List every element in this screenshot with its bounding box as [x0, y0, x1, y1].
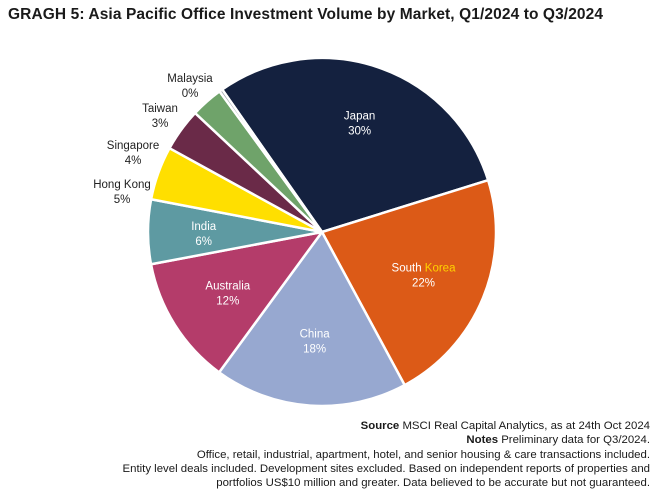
slice-value-china: 18%	[303, 344, 326, 356]
notes-label: Notes	[466, 434, 499, 447]
footer-line-4: Entity level deals included. Development…	[122, 462, 650, 475]
pie-slice-china	[217, 230, 406, 408]
notes-line: Notes Preliminary data for Q3/2024.	[10, 433, 650, 447]
slice-name-south-korea: South Korea	[392, 262, 457, 274]
slice-value-india: 6%	[195, 236, 212, 248]
pie-slice-australia	[149, 230, 324, 374]
pie-chart: Japan 30% South Korea 22% China 18% Australia 1…	[93, 56, 498, 408]
source-line: Source MSCI Real Capital Analytics, as a…	[10, 419, 650, 433]
footer-line-3: Office, retail, industrial, apartment, h…	[196, 448, 650, 461]
pie-slice-south-korea	[320, 178, 498, 387]
source-text: MSCI Real Capital Analytics, as at 24th …	[399, 420, 650, 432]
pie-slice-japan	[220, 56, 490, 234]
slice-name-singapore: Singapore	[107, 140, 159, 152]
notes-text: Preliminary data for Q3/2024.	[498, 434, 650, 447]
pie-slice-malaysia	[218, 88, 324, 234]
chart-title: GRAGH 5: Asia Pacific Office Investment …	[8, 6, 604, 23]
slice-value-singapore: 4%	[125, 155, 142, 167]
slice-value-south-korea: 22%	[412, 277, 435, 289]
slice-name-hong-kong: Hong Kong	[93, 179, 151, 191]
slice-value-malaysia: 0%	[182, 88, 199, 100]
slice-value-australia: 12%	[216, 295, 239, 307]
chart-footer: Source MSCI Real Capital Analytics, as a…	[10, 419, 650, 490]
slice-name-japan: Japan	[344, 111, 375, 123]
slice-name-malaysia: Malaysia	[167, 73, 213, 85]
footer-line-5: portfolios US$10 million and greater. Da…	[216, 477, 650, 490]
slice-name-australia: Australia	[205, 280, 250, 292]
slice-value-taiwan: 3%	[152, 118, 169, 130]
slice-name-india: India	[191, 221, 217, 233]
slice-name-china: China	[300, 329, 331, 341]
slice-name-taiwan: Taiwan	[142, 103, 178, 115]
source-label: Source	[360, 420, 400, 432]
slice-value-hong-kong: 5%	[114, 194, 131, 206]
slice-value-japan: 30%	[348, 126, 371, 138]
